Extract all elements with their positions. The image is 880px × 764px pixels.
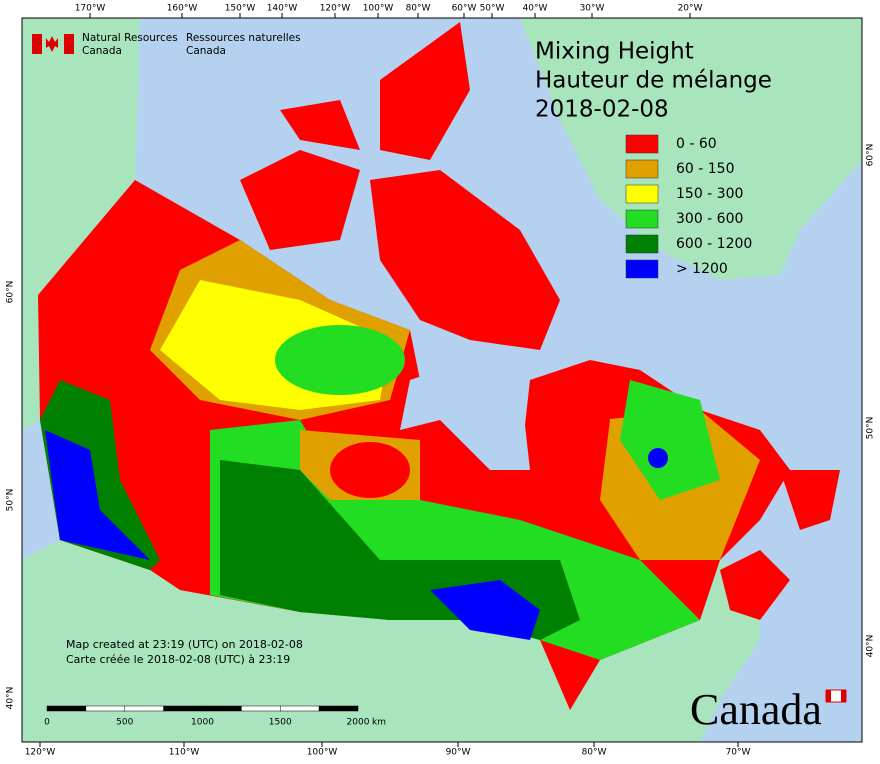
agency-fr: Canada	[186, 45, 226, 57]
longitude-label: 140°W	[267, 4, 298, 14]
latitude-label: 40°N	[866, 635, 876, 658]
agency-en: Canada	[82, 45, 122, 57]
scale-segment	[163, 705, 203, 712]
zone-ontario-blue	[430, 580, 540, 640]
wordmark-flag	[826, 690, 831, 702]
longitude-label: 40°W	[523, 4, 548, 14]
legend-label: 600 - 1200	[676, 236, 752, 252]
longitude-label: 170°W	[75, 4, 106, 14]
newfoundland	[780, 470, 840, 530]
arctic-island	[240, 150, 360, 250]
longitude-label: 110°W	[169, 748, 200, 758]
scale-segment	[318, 705, 359, 712]
latitude-label: 60°N	[866, 144, 876, 167]
scale-segment	[280, 705, 320, 712]
title: 2018-02-08	[535, 97, 669, 123]
arctic-island	[380, 22, 470, 160]
agency-block: Natural Resources Canada Ressources natu…	[32, 32, 301, 57]
zone-bc-blue	[45, 430, 150, 560]
longitude-label: 60°W	[452, 4, 477, 14]
zone-quebec-green	[620, 380, 720, 500]
wordmark-flag	[841, 690, 846, 702]
hudson-bay	[400, 360, 530, 470]
legend-label: 150 - 300	[676, 186, 743, 202]
zone-quebec-blue	[648, 448, 668, 468]
scale-label: 1000	[191, 718, 214, 728]
greenland	[520, 18, 862, 280]
longitude-label: 120°W	[25, 748, 56, 758]
arctic-island	[280, 100, 360, 150]
longitude-label: 100°W	[363, 4, 394, 14]
legend-swatch	[625, 134, 659, 154]
zone-prairie-red	[330, 442, 410, 498]
alaska	[22, 18, 140, 430]
longitude-label: 120°W	[320, 4, 351, 14]
flag-band	[64, 34, 74, 54]
legend-swatch	[625, 259, 659, 279]
longitude-label: 30°W	[580, 4, 605, 14]
scale-segment	[202, 705, 242, 712]
longitude-label: 80°W	[406, 4, 431, 14]
scale-label: 500	[116, 718, 133, 728]
legend-label: 300 - 600	[676, 211, 743, 227]
zone-green-north	[275, 325, 405, 395]
longitude-label: 20°W	[678, 4, 703, 14]
zone-quebec-red	[530, 370, 610, 500]
map-frame	[21, 17, 863, 743]
agency-en: Natural Resources	[82, 32, 178, 44]
scale-label: 1500	[269, 718, 292, 728]
legend-label: 0 - 60	[676, 136, 717, 152]
longitude-label: 100°W	[307, 748, 338, 758]
frame-border	[21, 17, 863, 743]
credit: Map created at 23:19 (UTC) on 2018-02-08	[66, 638, 303, 651]
scale-segment	[241, 705, 281, 712]
legend-label: > 1200	[676, 261, 728, 277]
flag-band	[32, 34, 42, 54]
latitude-label: 50°N	[866, 417, 876, 440]
legend-label: 60 - 150	[676, 161, 735, 177]
longitude-label: 150°W	[225, 4, 256, 14]
usa	[22, 540, 760, 742]
agency-fr: Ressources naturelles	[186, 32, 301, 44]
longitude-label: 50°W	[480, 4, 505, 14]
title: Hauteur de mélange	[535, 68, 772, 94]
longitude-label: 160°W	[167, 4, 198, 14]
legend-swatch	[625, 159, 659, 179]
flag-leaf	[46, 36, 58, 52]
longitude-label: 80°W	[582, 748, 607, 758]
dynamic-layer: 0 - 60 60 - 150 150 - 300 300 - 600 600 - 12…	[6, 4, 876, 758]
longitude-label: 70°W	[726, 748, 751, 758]
maritimes	[720, 550, 790, 620]
legend-swatch	[625, 184, 659, 204]
credit: Carte créée le 2018-02-08 (UTC) à 23:19	[66, 653, 290, 666]
legend-swatch	[625, 234, 659, 254]
baffin-island	[370, 170, 560, 350]
longitude-label: 90°W	[446, 748, 471, 758]
scale-segment	[124, 705, 164, 712]
wordmark: Canada	[690, 685, 822, 734]
scale-label: 0	[44, 718, 50, 728]
latitude-label: 60°N	[6, 281, 16, 304]
scale-unit: km	[372, 718, 386, 728]
scale-label: 2000	[347, 718, 370, 728]
legend-swatch	[625, 209, 659, 229]
title: Mixing Height	[535, 39, 694, 65]
scale-segment	[46, 705, 87, 712]
latitude-label: 40°N	[6, 687, 16, 710]
latitude-label: 50°N	[6, 489, 16, 512]
scale-segment	[85, 705, 125, 712]
